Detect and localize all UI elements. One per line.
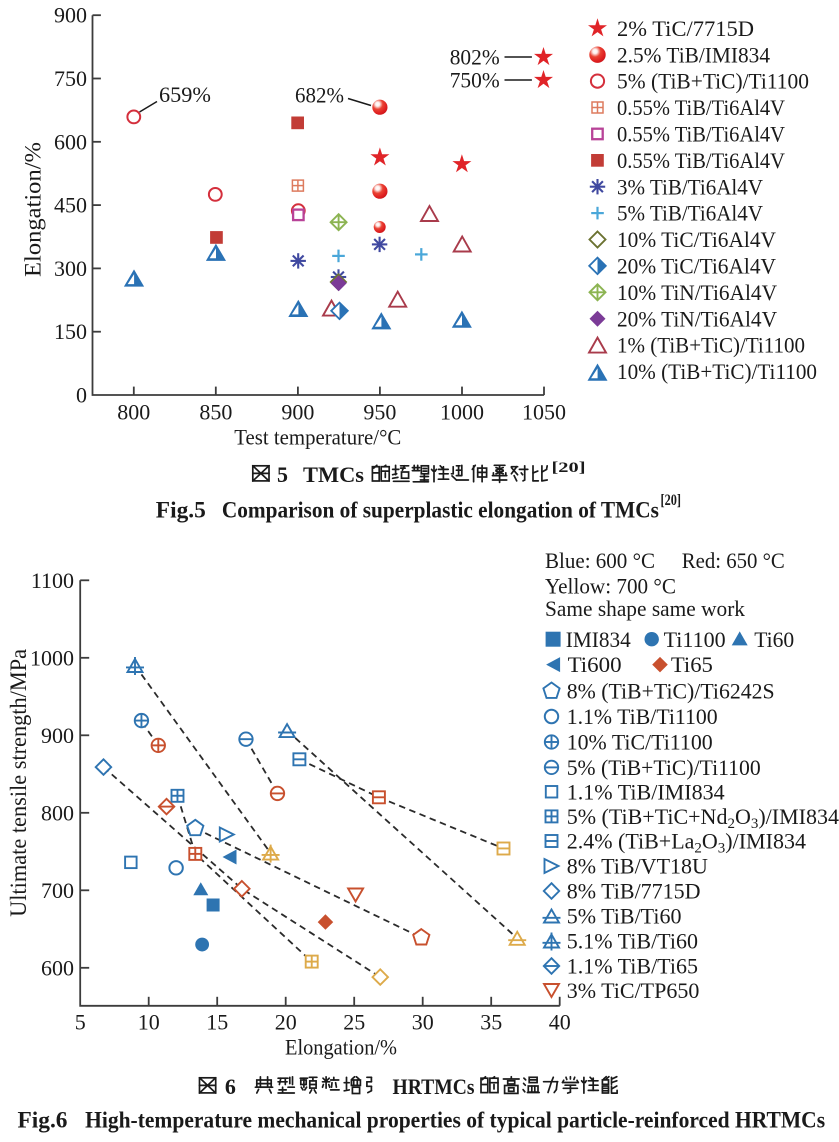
svg-text:2% TiC/7715D: 2% TiC/7715D	[617, 16, 754, 41]
svg-text:IMI834: IMI834	[566, 627, 631, 652]
svg-text:6: 6	[225, 1074, 236, 1099]
svg-text:900: 900	[54, 3, 87, 28]
svg-text:10% TiC/Ti6Al4V: 10% TiC/Ti6Al4V	[617, 227, 776, 252]
svg-text:900: 900	[281, 400, 314, 425]
svg-text:1000: 1000	[30, 645, 74, 670]
svg-text:0.55% TiB/Ti6Al4V: 0.55% TiB/Ti6Al4V	[617, 122, 785, 147]
svg-text:0.55% TiB/Ti6Al4V: 0.55% TiB/Ti6Al4V	[617, 148, 785, 173]
svg-text:700: 700	[41, 878, 74, 903]
svg-text:300: 300	[54, 256, 87, 281]
svg-text:2.5% TiB/IMI834: 2.5% TiB/IMI834	[617, 42, 770, 67]
svg-text:8% (TiB+TiC)/Ti6242S: 8% (TiB+TiC)/Ti6242S	[567, 679, 775, 704]
svg-text:5% TiB/Ti60: 5% TiB/Ti60	[567, 904, 682, 929]
svg-text:20: 20	[275, 1010, 297, 1035]
svg-text:682%: 682%	[295, 83, 344, 108]
svg-text:Fig.5: Fig.5	[156, 498, 206, 523]
svg-text:0: 0	[76, 383, 87, 408]
svg-text:25: 25	[343, 1010, 365, 1035]
svg-text:Ultimate tensile strength/MPa: Ultimate tensile strength/MPa	[6, 649, 31, 917]
svg-text:Same shape same work: Same shape same work	[545, 596, 745, 621]
svg-text:800: 800	[117, 400, 150, 425]
svg-text:5.1% TiB/Ti60: 5.1% TiB/Ti60	[567, 929, 698, 954]
svg-text:5: 5	[75, 1010, 86, 1035]
svg-text:TMCs: TMCs	[303, 462, 364, 487]
svg-text:5% TiB/Ti6Al4V: 5% TiB/Ti6Al4V	[617, 201, 763, 226]
svg-text:Fig.6: Fig.6	[18, 1108, 68, 1133]
svg-text:1100: 1100	[31, 568, 74, 593]
svg-text:1% (TiB+TiC)/Ti1100: 1% (TiB+TiC)/Ti1100	[617, 333, 805, 358]
svg-text:Yellow: 700 °C: Yellow: 700 °C	[545, 574, 676, 599]
svg-text:10: 10	[138, 1010, 160, 1035]
svg-text:20% TiC/Ti6Al4V: 20% TiC/Ti6Al4V	[617, 254, 776, 279]
svg-text:2.4% (TiB+La2O3)/IMI834: 2.4% (TiB+La2O3)/IMI834	[567, 829, 806, 857]
svg-text:3% TiB/Ti6Al4V: 3% TiB/Ti6Al4V	[617, 174, 763, 199]
svg-text:8% TiB/7715D: 8% TiB/7715D	[567, 879, 701, 904]
svg-text:5% (TiB+TiC+Nd2O3)/IMI834: 5% (TiB+TiC+Nd2O3)/IMI834	[567, 804, 839, 832]
svg-text:Elongation/%: Elongation/%	[285, 1035, 397, 1060]
svg-text:Red: 650 °C: Red: 650 °C	[682, 548, 785, 573]
svg-text:1050: 1050	[522, 400, 566, 425]
svg-text:850: 850	[199, 400, 232, 425]
svg-text:950: 950	[363, 400, 396, 425]
svg-text:802%: 802%	[450, 45, 500, 70]
svg-text:10% TiC/Ti1100: 10% TiC/Ti1100	[567, 730, 713, 755]
svg-text:450: 450	[54, 193, 87, 218]
svg-text:1.1% TiB/Ti65: 1.1% TiB/Ti65	[567, 954, 698, 979]
svg-text:10% (TiB+TiC)/Ti1100: 10% (TiB+TiC)/Ti1100	[617, 359, 817, 384]
svg-text:[20]: [20]	[661, 492, 682, 509]
svg-text:900: 900	[41, 723, 74, 748]
svg-text:1000: 1000	[440, 400, 484, 425]
svg-text:20% TiN/Ti6Al4V: 20% TiN/Ti6Al4V	[617, 306, 777, 331]
svg-text:0.55% TiB/Ti6Al4V: 0.55% TiB/Ti6Al4V	[617, 95, 785, 120]
svg-text:150: 150	[54, 319, 87, 344]
svg-text:3% TiC/TP650: 3% TiC/TP650	[567, 978, 700, 1003]
svg-text:10% TiN/Ti6Al4V: 10% TiN/Ti6Al4V	[617, 280, 777, 305]
svg-text:8% TiB/VT18U: 8% TiB/VT18U	[567, 854, 708, 879]
svg-text:30: 30	[412, 1010, 434, 1035]
svg-text:Ti60: Ti60	[754, 627, 794, 652]
svg-text:5: 5	[277, 462, 288, 487]
svg-text:Comparison of superplastic elo: Comparison of superplastic elongation of…	[222, 498, 659, 523]
svg-text:5% (TiB+TiC)/Ti1100: 5% (TiB+TiC)/Ti1100	[567, 755, 761, 780]
svg-text:Ti65: Ti65	[671, 652, 713, 677]
svg-text:Ti1100: Ti1100	[664, 627, 726, 652]
svg-text:Blue: 600 °C: Blue: 600 °C	[545, 548, 655, 573]
svg-text:750%: 750%	[450, 68, 500, 93]
svg-text:Test temperature/°C: Test temperature/°C	[234, 425, 401, 450]
svg-text:1.1% TiB/IMI834: 1.1% TiB/IMI834	[567, 779, 725, 804]
svg-text:750: 750	[54, 66, 87, 91]
svg-text:High-temperature mechanical pr: High-temperature mechanical properties o…	[85, 1108, 825, 1133]
svg-text:HRTMCs: HRTMCs	[393, 1074, 475, 1099]
svg-text:1.1% TiB/Ti1100: 1.1% TiB/Ti1100	[567, 704, 718, 729]
svg-text:600: 600	[41, 955, 74, 980]
svg-text:[20]: [20]	[552, 460, 586, 476]
svg-text:Ti600: Ti600	[568, 652, 622, 677]
svg-text:35: 35	[480, 1010, 502, 1035]
svg-text:659%: 659%	[159, 82, 211, 107]
svg-text:5% (TiB+TiC)/Ti1100: 5% (TiB+TiC)/Ti1100	[617, 69, 809, 94]
svg-text:600: 600	[54, 129, 87, 154]
svg-text:40: 40	[549, 1010, 571, 1035]
svg-text:800: 800	[41, 800, 74, 825]
svg-text:15: 15	[206, 1010, 228, 1035]
svg-text:Elongation/%: Elongation/%	[21, 142, 46, 277]
